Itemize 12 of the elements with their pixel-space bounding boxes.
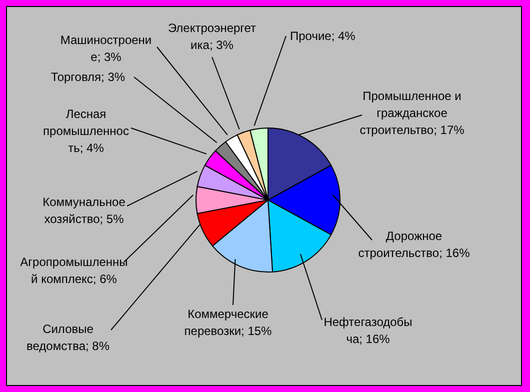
slice-label: Электроэнергетика; 3% bbox=[168, 21, 257, 52]
slice-label: Силовые ведомства; 8% bbox=[26, 322, 110, 353]
slice-label: Коммерческие перевозки; 15% bbox=[184, 307, 272, 338]
slice-label: Нефтегазодобыча; 16% bbox=[324, 315, 412, 346]
slice-label: Лесная промышленность; 4% bbox=[43, 107, 129, 155]
slice-label: Коммунальное хозяйство; 5% bbox=[42, 195, 126, 226]
slice-label: Машиностроение; 3% bbox=[60, 33, 152, 64]
slice-label: Торговля; 3% bbox=[50, 70, 126, 84]
slice-label: Прочие; 4% bbox=[290, 29, 356, 43]
slice-label: Дорожное строительство; 16% bbox=[358, 229, 470, 260]
slice-label: Агропромышленный комплекс; 6% bbox=[20, 255, 128, 286]
slice-label: Промышленное и гражданское строительтво; 17% bbox=[360, 89, 465, 137]
